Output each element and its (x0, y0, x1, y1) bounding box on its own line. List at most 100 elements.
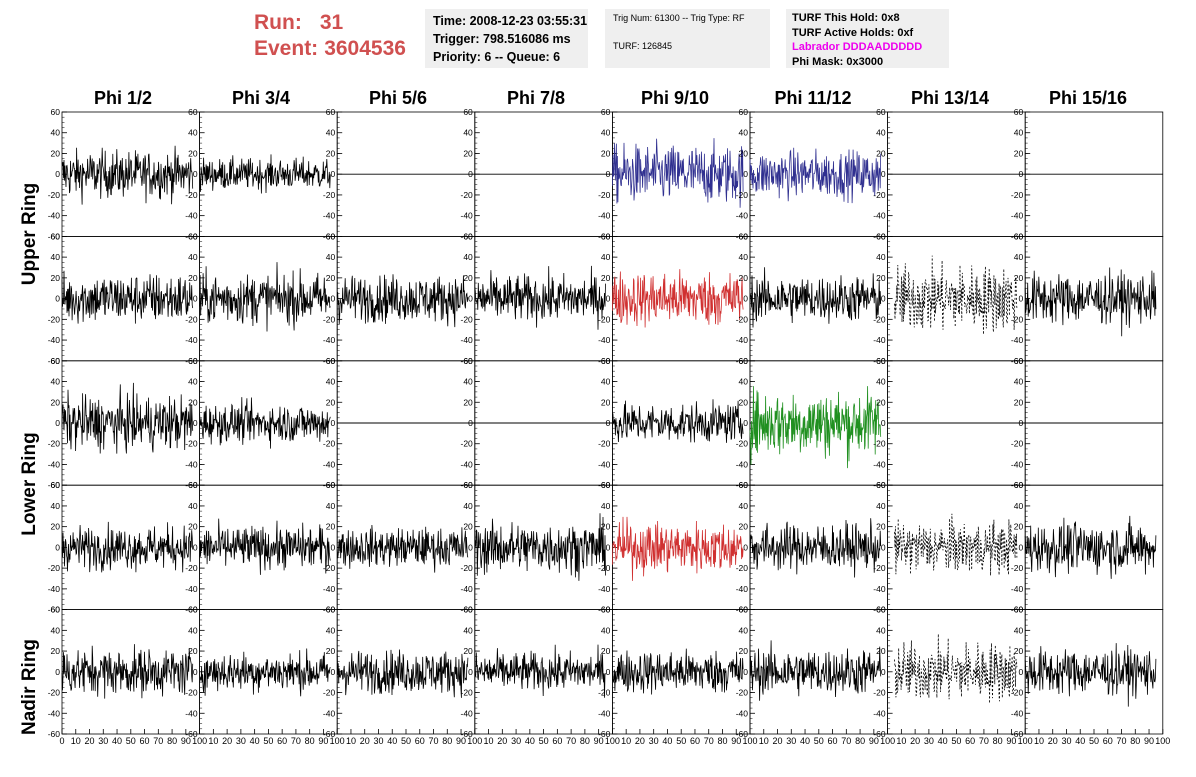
x-tick-label: 20 (85, 736, 95, 746)
x-tick-label: 90 (456, 736, 466, 746)
y-tick-label: 60 (1014, 480, 1024, 490)
y-tick-label: 40 (326, 252, 336, 262)
x-tick-label: 70 (1117, 736, 1127, 746)
y-tick-label: 60 (326, 356, 336, 366)
y-tick-label: 20 (463, 148, 473, 158)
event-label: Event: (254, 37, 319, 60)
x-tick-label: 30 (1061, 736, 1071, 746)
y-tick-label: -40 (598, 708, 611, 718)
waveform-trace (1024, 267, 1157, 337)
y-tick-label: -20 (1011, 439, 1024, 449)
y-tick-label: -60 (185, 729, 198, 739)
y-tick-label: 0 (55, 667, 60, 677)
x-tick-label: 50 (263, 736, 273, 746)
y-tick-label: 20 (739, 397, 749, 407)
y-tick-label: 0 (743, 294, 748, 304)
y-tick-label: 20 (876, 148, 886, 158)
x-tick-label: 100 (880, 736, 895, 746)
waveform-trace (61, 521, 194, 573)
x-tick-label: 10 (208, 736, 218, 746)
y-tick-label: 60 (188, 480, 198, 490)
y-tick-label: 0 (743, 667, 748, 677)
y-tick-label: -20 (461, 439, 474, 449)
x-tick-label: 80 (993, 736, 1003, 746)
y-tick-label: 0 (606, 169, 611, 179)
x-tick-label: 60 (552, 736, 562, 746)
y-tick-label: -20 (185, 190, 198, 200)
y-tick-label: 20 (739, 273, 749, 283)
y-tick-label: 60 (739, 356, 749, 366)
x-tick-label: 10 (484, 736, 494, 746)
x-tick-label: 100 (192, 736, 207, 746)
y-tick-label: 20 (739, 646, 749, 656)
turf-text: TURF: 126845 (613, 41, 673, 51)
y-tick-label: 20 (51, 148, 61, 158)
y-tick-label: 60 (601, 605, 611, 615)
y-tick-label: 40 (739, 128, 749, 138)
y-tick-label: -40 (1011, 459, 1024, 469)
y-tick-label: 20 (463, 273, 473, 283)
y-tick-label: -20 (461, 688, 474, 698)
x-tick-label: 60 (1103, 736, 1113, 746)
y-tick-label: 40 (463, 377, 473, 387)
x-tick-label: 10 (71, 736, 81, 746)
x-tick-label: 50 (401, 736, 411, 746)
y-tick-label: 0 (468, 294, 473, 304)
x-tick-label: 100 (605, 736, 620, 746)
x-tick-label: 30 (511, 736, 521, 746)
y-tick-label: 40 (739, 625, 749, 635)
y-tick-label: 40 (739, 252, 749, 262)
y-tick-label: 60 (51, 356, 61, 366)
y-tick-label: 0 (468, 667, 473, 677)
waveform-trace (749, 147, 882, 204)
y-tick-label: -60 (873, 729, 886, 739)
x-tick-label: 20 (635, 736, 645, 746)
x-tick-label: 70 (979, 736, 989, 746)
y-tick-label: 40 (876, 625, 886, 635)
y-tick-label: -20 (1011, 314, 1024, 324)
y-tick-label: -60 (48, 729, 61, 739)
x-tick-label: 70 (841, 736, 851, 746)
x-tick-label: 90 (1144, 736, 1154, 746)
waveform-trace (199, 397, 331, 449)
y-tick-label: -40 (1011, 708, 1024, 718)
y-tick-label: 60 (601, 107, 611, 117)
waveform-trace (199, 648, 331, 697)
y-tick-label: 40 (188, 377, 198, 387)
y-tick-label: 0 (193, 667, 198, 677)
x-tick-label: 50 (676, 736, 686, 746)
y-tick-label: 60 (463, 605, 473, 615)
y-tick-label: 60 (1014, 605, 1024, 615)
y-tick-label: -20 (48, 563, 61, 573)
x-tick-label: 50 (951, 736, 961, 746)
trigger-text: Trigger: 798.516086 ms (433, 32, 571, 46)
y-tick-label: -40 (185, 335, 198, 345)
y-tick-label: 40 (876, 501, 886, 511)
time-text: Time: 2008-12-23 03:55:31 (433, 14, 588, 28)
y-tick-label: 40 (601, 128, 611, 138)
x-tick-label: 80 (167, 736, 177, 746)
x-tick-label: 90 (318, 736, 328, 746)
y-tick-label: -20 (873, 688, 886, 698)
y-tick-label: -20 (598, 190, 611, 200)
waveform-trace (61, 270, 194, 324)
y-tick-label: 40 (51, 501, 61, 511)
y-tick-label: -40 (1011, 584, 1024, 594)
run-event-label: Run: 31 Event: 3604536 (254, 10, 406, 62)
y-tick-label: 60 (739, 480, 749, 490)
y-tick-label: 60 (51, 107, 61, 117)
y-tick-label: 0 (1018, 667, 1023, 677)
y-tick-label: 40 (188, 252, 198, 262)
y-tick-label: -40 (873, 584, 886, 594)
waveform-trace (474, 265, 606, 330)
y-tick-label: -20 (323, 314, 336, 324)
waveform-trace (199, 154, 331, 194)
y-tick-label: 20 (463, 646, 473, 656)
y-tick-label: 40 (1014, 377, 1024, 387)
y-tick-label: 60 (1014, 356, 1024, 366)
y-tick-label: -40 (461, 211, 474, 221)
y-tick-label: 60 (739, 231, 749, 241)
y-tick-label: 0 (881, 169, 886, 179)
y-tick-label: 0 (606, 667, 611, 677)
y-tick-label: -20 (873, 563, 886, 573)
